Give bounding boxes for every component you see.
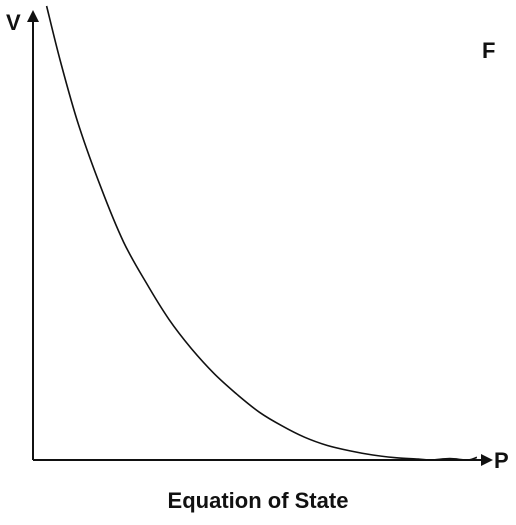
- x-axis-label: P: [494, 448, 509, 473]
- plot-area: [27, 5, 493, 466]
- chart-title: Equation of State: [168, 488, 349, 513]
- series-layer: [45, 5, 478, 461]
- series-line: [45, 5, 478, 461]
- x-axis-arrow-icon: [481, 454, 493, 466]
- y-axis-label: V: [6, 10, 21, 35]
- y-axis-arrow-icon: [27, 10, 39, 22]
- panel-label: F: [482, 38, 495, 63]
